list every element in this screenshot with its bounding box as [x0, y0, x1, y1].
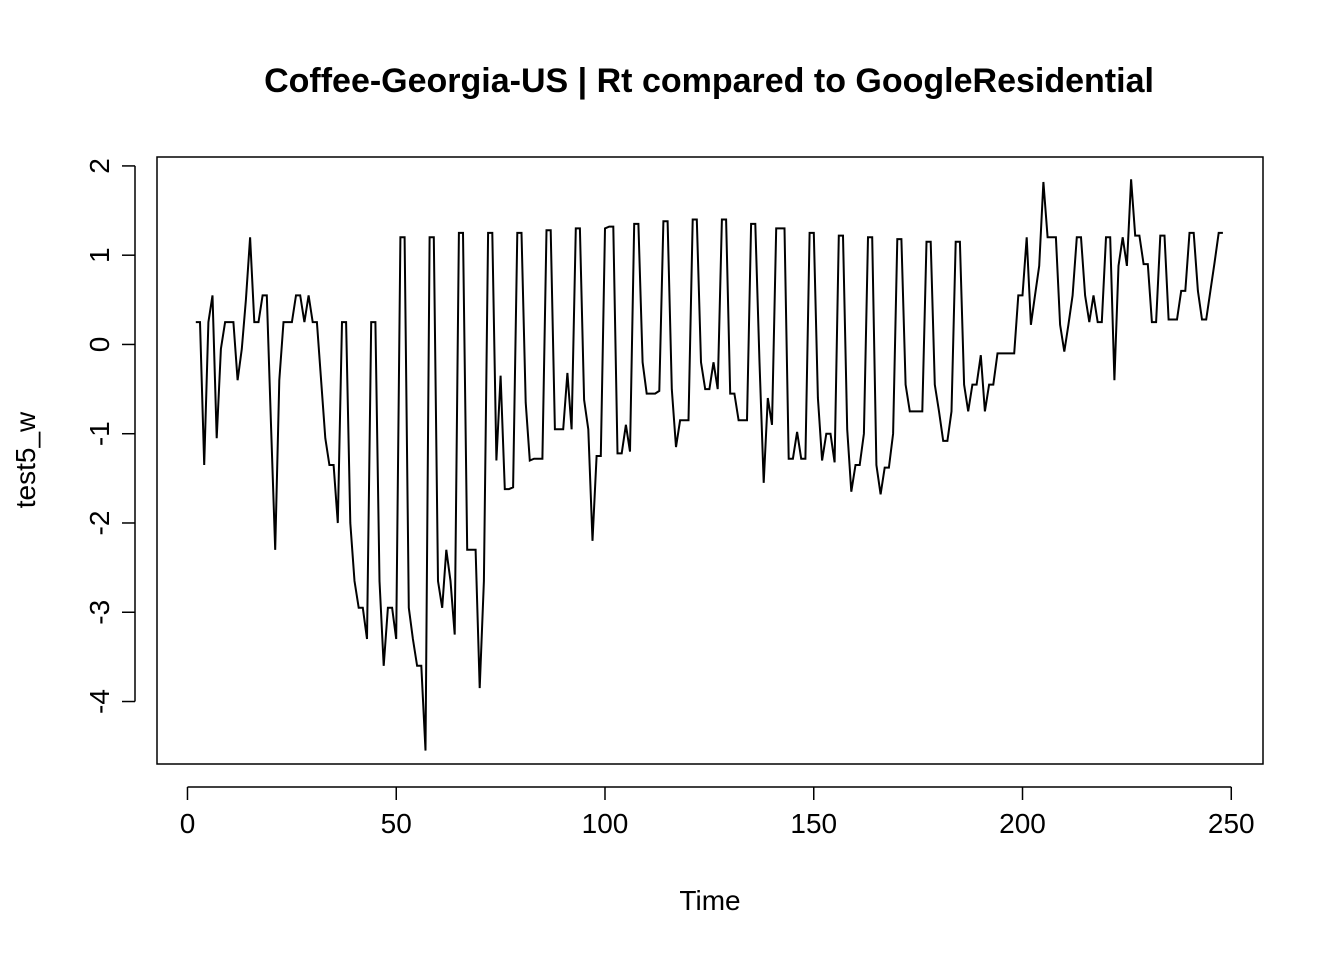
x-axis: 0 50 100 150 200 250 [180, 786, 1255, 839]
y-tick-label: -3 [84, 600, 115, 625]
x-tick-label: 0 [180, 808, 196, 839]
y-tick-label: 0 [84, 337, 115, 353]
y-tick-label: 1 [84, 247, 115, 263]
plot-frame [156, 156, 1264, 765]
y-tick-label: -4 [84, 689, 115, 714]
x-tick-label: 200 [999, 808, 1046, 839]
y-axis: -4 -3 -2 -1 0 1 2 [84, 158, 136, 714]
x-tick-label: 250 [1208, 808, 1255, 839]
y-tick-label: -2 [84, 511, 115, 536]
x-tick-label: 100 [582, 808, 629, 839]
x-axis-label: Time [679, 885, 740, 916]
y-axis-label: test5_w [10, 411, 41, 508]
x-tick-label: 150 [790, 808, 837, 839]
y-tick-label: -1 [84, 421, 115, 446]
chart-title: Coffee-Georgia-US | Rt compared to Googl… [264, 62, 1154, 100]
x-tick-label: 50 [381, 808, 412, 839]
series-line [195, 179, 1223, 751]
y-tick-label: 2 [84, 158, 115, 174]
